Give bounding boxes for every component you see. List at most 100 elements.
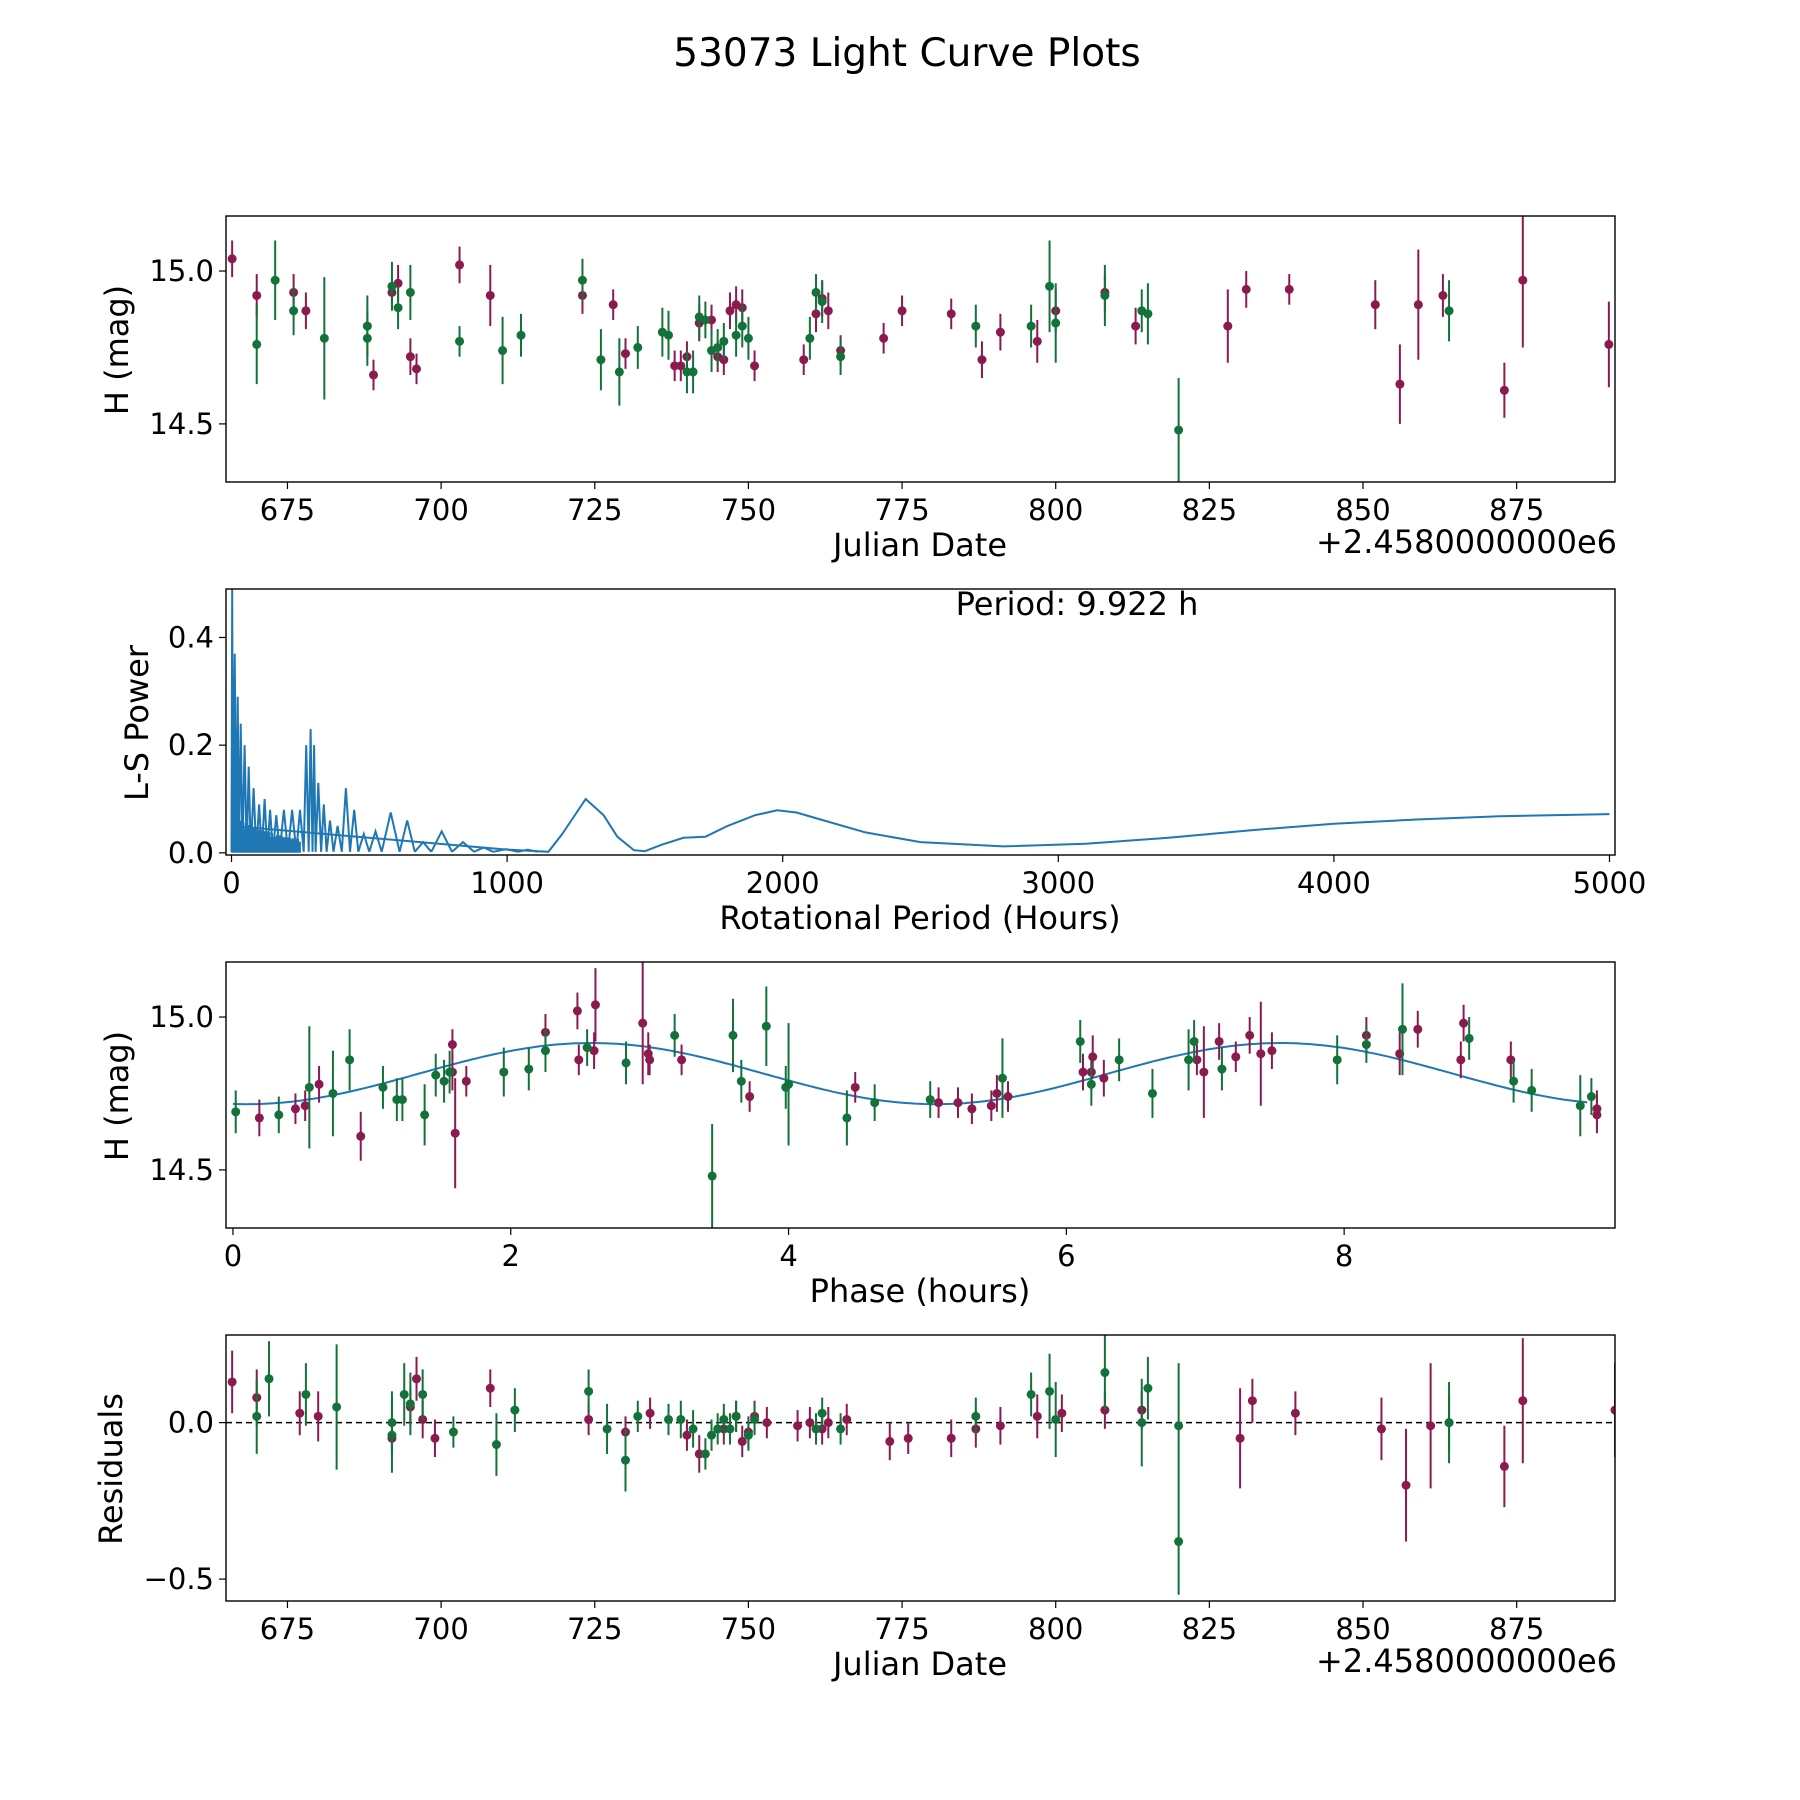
lightcurve-data-point [252,339,262,349]
residuals-xtick-label: 775 [874,1612,929,1646]
periodogram-ylabel: L-S Power [118,644,156,801]
phased-axes-frame [225,961,1616,1229]
phased-data-point [1527,1085,1537,1095]
residuals-data-point [1174,1421,1184,1431]
lightcurve-data-point [1444,306,1454,316]
residuals-data-point [713,1424,723,1434]
phased-data-point [986,1101,996,1111]
lightcurve-data-point [805,333,815,343]
lightcurve-data-point [1223,321,1233,331]
phased-data-point [290,1104,300,1114]
residuals-series-obs_a [227,1338,1615,1542]
residuals-ytick-label: −0.5 [144,1562,214,1596]
phased-data-point [439,1076,449,1086]
residuals-data-point [584,1414,594,1424]
phased-data-point [1199,1067,1209,1077]
phased-xtick-label: 4 [779,1239,797,1273]
lightcurve-data-point [737,321,747,331]
residuals-data-point [1100,1368,1110,1378]
residuals-data-point [1235,1433,1245,1443]
residuals-plot-area [226,1335,1615,1595]
residuals-data-point [510,1405,520,1415]
lightcurve-data-point [1284,284,1294,294]
residuals-data-point [584,1386,594,1396]
periodogram-xtick-label: 3000 [1021,866,1095,900]
phased-data-point [736,1076,746,1086]
residuals-data-point [836,1424,846,1434]
periodogram-ytick-label: 0.4 [168,620,214,654]
phased-data-point [1256,1049,1266,1059]
phased-data-point [1078,1067,1088,1077]
phased-xtick-label: 0 [224,1239,242,1273]
phased-xlabel: Phase (hours) [810,1272,1031,1310]
periodogram-xtick-label: 4000 [1297,866,1371,900]
lightcurve-data-point [633,342,643,352]
phased-data-point [1099,1073,1109,1083]
lightcurve-data-point [688,367,698,377]
phased-data-point [572,1006,582,1016]
lightcurve-data-point [897,306,907,316]
lightcurve-data-point [725,306,735,316]
residuals-data-point [1032,1411,1042,1421]
phased-xtick-label: 8 [1335,1239,1353,1273]
lightcurve-data-point [596,355,606,365]
lightcurve-data-point [879,333,889,343]
lightcurve-xlabel: Julian Date [831,526,1007,564]
lightcurve-xtick-label: 750 [721,493,776,527]
phased-data-point [621,1058,631,1068]
phased-data-point [1332,1055,1342,1065]
phased-ytick-label: 14.5 [149,1153,214,1187]
lightcurve-data-point [676,361,686,371]
residuals-data-point [301,1389,311,1399]
lightcurve-data-point [1131,321,1141,331]
lightcurve-data-point [1143,309,1153,319]
residuals-data-point [688,1424,698,1434]
phased-data-point [677,1055,687,1065]
phased-data-point [1413,1024,1423,1034]
residuals-data-point [1376,1424,1386,1434]
residuals-data-point [1057,1408,1067,1418]
lightcurve-xtick-label: 775 [874,493,929,527]
lightcurve-data-point [387,281,397,291]
lightcurve-data-point [1438,290,1448,300]
residuals-data-point [620,1455,630,1465]
lightcurve-data-point [614,367,624,377]
lightcurve-data-point [977,355,987,365]
lightcurve-data-point [455,260,465,270]
residuals-data-point [1426,1421,1436,1431]
phased-data-point [745,1092,755,1102]
phased-data-point [850,1082,860,1092]
phased-data-point [300,1101,310,1111]
lightcurve-data-point [1370,300,1380,310]
residuals-data-point [399,1389,409,1399]
phased-data-point [1361,1040,1371,1050]
periodogram-forest [230,589,538,853]
residuals-data-point [817,1408,827,1418]
lightcurve-data-point [405,287,415,297]
residuals-data-point [1143,1383,1153,1393]
phased-data-point [1464,1033,1474,1043]
residuals-xtick-label: 825 [1182,1612,1237,1646]
residuals-data-point [885,1436,895,1446]
periodogram-xlabel: Rotational Period (Hours) [719,899,1120,937]
phased-data-point [499,1067,509,1077]
periodogram-xtick-label: 1000 [470,866,544,900]
lightcurve-x-offset: +2.4580000000e6 [1316,523,1617,561]
residuals-ytick-label: 0.0 [168,1406,214,1440]
residuals-data-point [971,1411,981,1421]
residuals-data-point [387,1430,397,1440]
periodogram-axes-frame [225,588,1616,856]
phased-data-point [997,1073,1007,1083]
residuals-data-point [227,1377,237,1387]
phased-data-point [447,1040,457,1050]
lightcurve-data-point [1413,300,1423,310]
phased-xtick-label: 6 [1057,1239,1075,1273]
phased-series-obs_a [254,962,1602,1189]
residuals-x-offset: +2.4580000000e6 [1316,1642,1617,1680]
phased-data-point [1586,1092,1596,1102]
lightcurve-data-point [1395,379,1405,389]
phased-data-point [574,1055,584,1065]
residuals-data-point [412,1374,422,1384]
phased-data-point [842,1113,852,1123]
residuals-xtick-label: 800 [1028,1612,1083,1646]
